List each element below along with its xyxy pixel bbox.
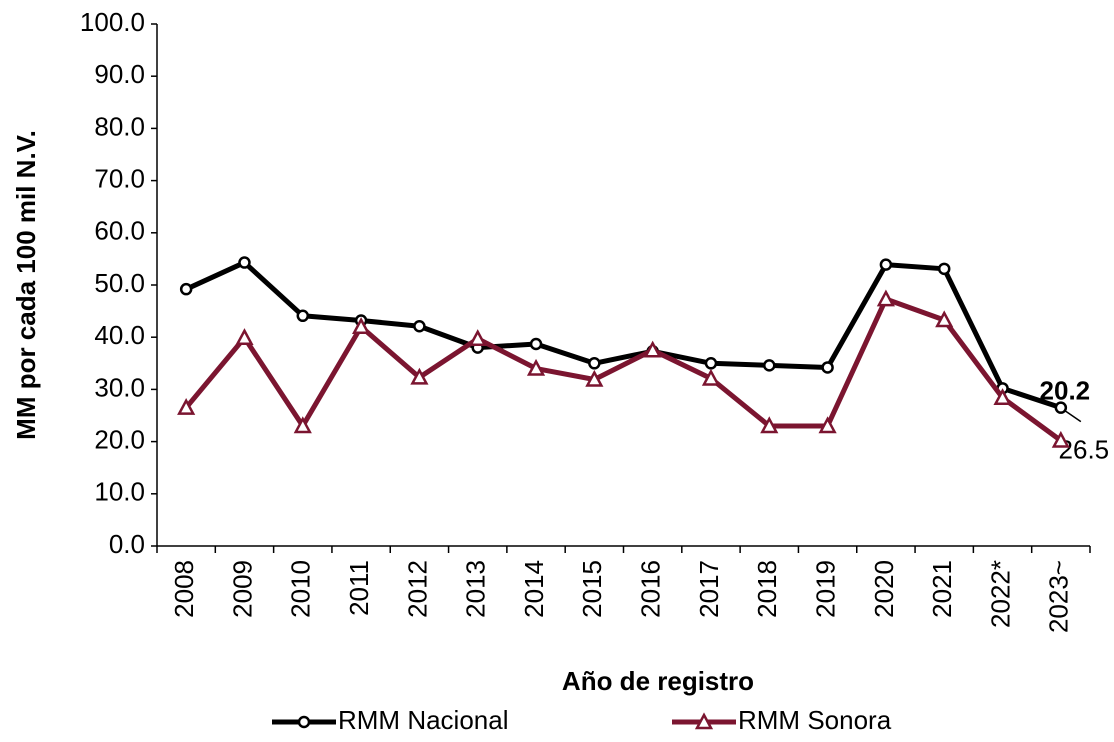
legend-marker (297, 715, 311, 729)
x-tick-label: 2023~ (1044, 560, 1074, 633)
point-marker (235, 328, 254, 345)
point-marker (293, 416, 312, 434)
point-marker (1051, 430, 1070, 448)
series-line (184, 296, 1063, 443)
point-marker (468, 329, 487, 347)
x-tick-label: 2011 (344, 560, 374, 616)
y-tick-label: 60.0 (94, 216, 145, 246)
y-axis-title: MM por cada 100 mil N.V. (11, 130, 41, 440)
point-marker (352, 317, 371, 335)
point-marker (410, 367, 429, 385)
point-marker (588, 357, 601, 370)
x-tick-label: 2016 (636, 560, 666, 618)
x-tick-label: 2012 (402, 560, 432, 618)
point-marker (1054, 401, 1068, 414)
point-marker (821, 361, 834, 374)
y-tick-label: 10.0 (94, 477, 145, 507)
point-marker (643, 340, 662, 358)
x-axis-title: Año de registro (562, 666, 754, 696)
y-tick-label: 30.0 (94, 372, 145, 402)
y-tick-label: 90.0 (94, 59, 145, 89)
series-line (185, 260, 1062, 411)
y-tick-label: 40.0 (94, 320, 145, 350)
label-leader (1064, 410, 1082, 423)
point-marker (177, 398, 196, 415)
data-label: 20.2 (1040, 375, 1091, 405)
point-marker (818, 416, 837, 434)
point-marker (526, 358, 546, 376)
point-marker (937, 262, 951, 276)
y-tick-label: 80.0 (94, 111, 145, 141)
y-tick-label: 50.0 (94, 268, 145, 298)
point-marker (701, 368, 721, 386)
x-tick-label: 2013 (461, 560, 491, 618)
point-marker (935, 310, 954, 328)
point-marker (993, 388, 1012, 406)
legend-label: RMM Sonora (738, 705, 892, 735)
point-marker (296, 309, 310, 323)
x-tick-label: 2010 (286, 560, 316, 618)
point-marker (585, 369, 604, 387)
point-marker (876, 289, 895, 307)
data-label: 26.5 (1059, 435, 1110, 465)
x-tick-label: 2015 (577, 560, 607, 618)
point-marker (763, 359, 776, 372)
legend-marker (694, 712, 714, 730)
point-marker (879, 258, 893, 271)
legend-label: RMM Nacional (338, 705, 509, 735)
x-tick-label: 2021 (927, 560, 957, 618)
point-marker (238, 256, 251, 269)
x-tick-label: 2022* (985, 560, 1015, 628)
x-tick-label: 2018 (752, 560, 782, 618)
point-marker (179, 282, 193, 296)
x-tick-label: 2014 (519, 560, 549, 618)
y-tick-label: 20.0 (94, 424, 145, 454)
x-tick-label: 2020 (869, 560, 899, 618)
y-tick-label: 100.0 (80, 7, 145, 37)
x-tick-label: 2017 (694, 560, 724, 618)
point-marker (529, 337, 543, 351)
point-marker (760, 416, 779, 434)
x-tick-label: 2019 (810, 560, 840, 618)
x-tick-label: 2008 (169, 560, 199, 618)
y-tick-label: 0.0 (109, 529, 145, 559)
x-tick-label: 2009 (227, 560, 257, 618)
y-tick-label: 70.0 (94, 163, 145, 193)
point-marker (704, 357, 718, 370)
point-marker (413, 319, 426, 333)
